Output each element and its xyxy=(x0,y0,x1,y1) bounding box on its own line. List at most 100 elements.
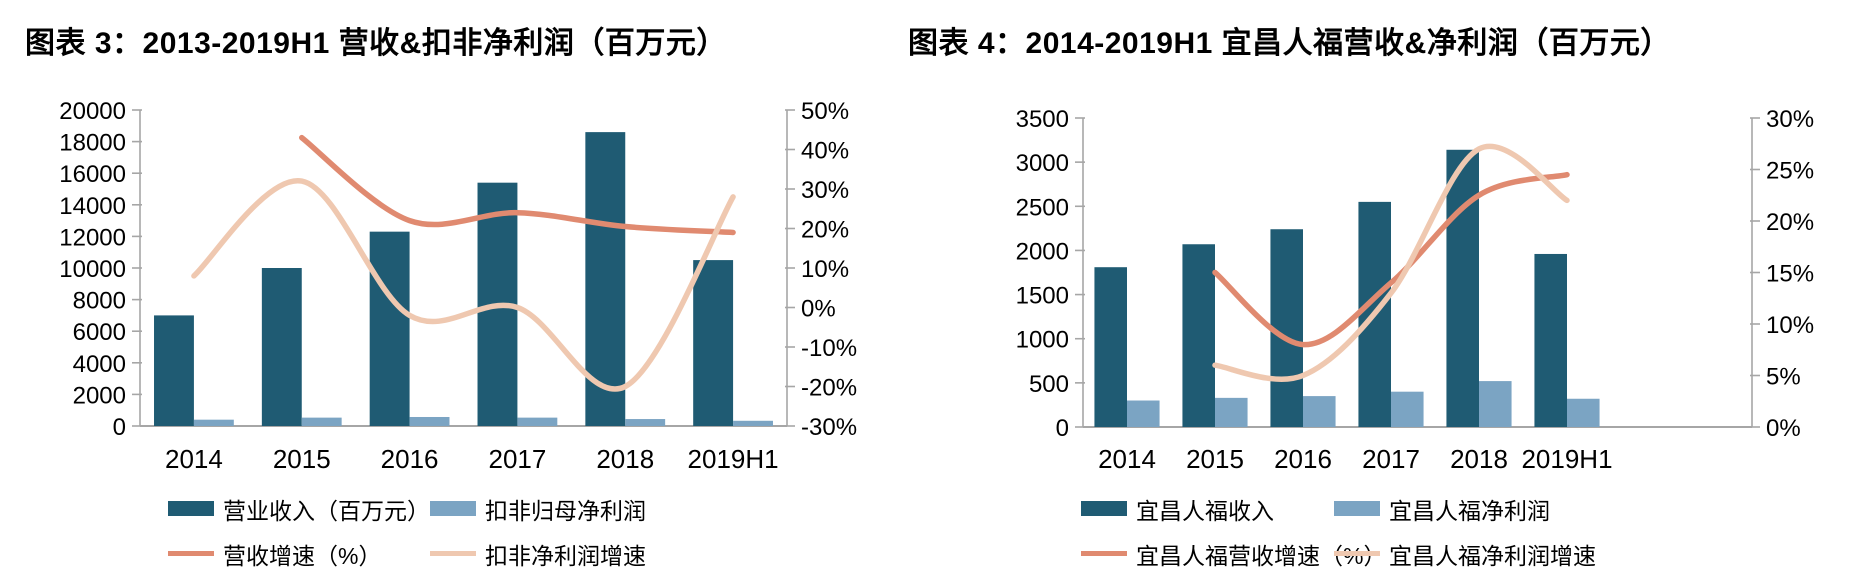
bar xyxy=(693,260,734,426)
right-axis-tick-label: 10% xyxy=(1766,312,1814,339)
right-axis-tick-label: 15% xyxy=(1766,261,1814,288)
right-axis-tick-label: 20% xyxy=(1766,209,1814,236)
category-label: 2016 xyxy=(1274,444,1332,474)
right-axis-tick-label: 30% xyxy=(1766,106,1814,133)
bar xyxy=(733,420,773,426)
line-swatch xyxy=(168,551,214,556)
category-label: 2018 xyxy=(596,444,654,474)
left-axis-tick-label: 10000 xyxy=(59,256,126,283)
right-axis-tick-label: -20% xyxy=(801,375,857,402)
line-series-1 xyxy=(1212,143,1570,382)
right-axis-tick-label: 10% xyxy=(801,256,849,283)
legend-label: 扣非净利润增速 xyxy=(485,542,646,569)
chart3-legend: 营业收入（百万元） 扣非归母净利润 营收增速（%） 扣非净利润增速 xyxy=(168,486,646,576)
axes: 0 500 1000 1500 2000 2500 3000 3500 0% 5% 10% 15% 20… xyxy=(1016,106,1814,474)
bar-swatch xyxy=(1081,501,1127,516)
chart4-title: 图表 4：2014-2019H1 宜昌人福营收&净利润（百万元） xyxy=(908,27,1671,60)
chart3-combo-chart: 0 2000 4000 6000 8000 10000 12000 14000 16000 180… xyxy=(59,98,857,474)
left-axis-tick-label: 1000 xyxy=(1016,327,1069,354)
legend-item-profit: 宜昌人福净利润 xyxy=(1334,486,1596,531)
left-axis-tick-label: 1500 xyxy=(1016,283,1069,310)
line-swatch xyxy=(430,551,476,556)
left-axis-tick-label: 8000 xyxy=(73,288,126,315)
bar xyxy=(625,419,666,426)
line-series-0 xyxy=(299,134,736,236)
left-axis-tick-label: 16000 xyxy=(59,161,126,188)
left-axis-tick-label: 3500 xyxy=(1016,106,1069,133)
legend-label: 营收增速（%） xyxy=(223,542,382,569)
right-axis-tick-label: 0% xyxy=(801,296,836,323)
bar xyxy=(261,268,302,426)
chart3-title: 图表 3：2013-2019H1 营收&扣非净利润（百万元） xyxy=(25,27,727,60)
bar-swatch xyxy=(430,501,476,516)
legend-label: 营业收入（百万元） xyxy=(223,497,430,524)
bar xyxy=(1479,381,1512,427)
legend-item-revenue-growth: 宜昌人福营收增速（%） xyxy=(1081,531,1386,576)
category-label: 2014 xyxy=(165,444,223,474)
category-label: 2015 xyxy=(1186,444,1244,474)
bar-series-1 xyxy=(1127,381,1600,427)
category-label: 2017 xyxy=(1362,444,1420,474)
bar-series-1 xyxy=(193,416,773,426)
left-axis-tick-label: 14000 xyxy=(59,193,126,220)
bar xyxy=(517,417,558,426)
category-label: 2015 xyxy=(273,444,331,474)
left-axis-tick-label: 6000 xyxy=(73,319,126,346)
right-axis-tick-label: 20% xyxy=(801,217,849,244)
bar xyxy=(1391,391,1424,427)
bar xyxy=(1303,396,1336,427)
legend-item-revenue: 营业收入（百万元） xyxy=(168,486,430,531)
legend-item-profit-growth: 扣非净利润增速 xyxy=(430,531,646,576)
right-axis-tick-label: -10% xyxy=(801,335,857,362)
bar xyxy=(1215,397,1248,427)
right-axis-tick-label: 5% xyxy=(1766,364,1801,391)
category-label: 2019H1 xyxy=(688,444,779,474)
bar xyxy=(1127,400,1160,427)
right-axis-tick-label: 0% xyxy=(1766,415,1801,442)
category-label: 2017 xyxy=(488,444,546,474)
line-series-0 xyxy=(1212,171,1570,348)
bar xyxy=(1182,244,1215,427)
bar xyxy=(301,417,342,426)
bar xyxy=(193,419,234,426)
legend-item-revenue-growth: 营收增速（%） xyxy=(168,531,430,576)
left-axis-tick-label: 0 xyxy=(1056,415,1069,442)
legend-label: 宜昌人福净利润 xyxy=(1389,497,1550,524)
left-axis-tick-label: 20000 xyxy=(59,98,126,125)
bar-series-0 xyxy=(154,132,734,426)
left-axis-tick-label: 0 xyxy=(113,414,126,441)
right-axis-tick-label: -30% xyxy=(801,414,857,441)
left-axis-tick-label: 2000 xyxy=(73,382,126,409)
line-swatch xyxy=(1081,551,1127,556)
right-axis-tick-label: 30% xyxy=(801,177,849,204)
line-series-1 xyxy=(191,178,736,392)
left-axis-tick-label: 12000 xyxy=(59,224,126,251)
right-axis-tick-label: 50% xyxy=(801,98,849,125)
bar xyxy=(1534,253,1567,427)
bar xyxy=(154,315,194,426)
legend-label: 宜昌人福收入 xyxy=(1136,497,1274,524)
left-axis-tick-label: 3000 xyxy=(1016,150,1069,177)
bar xyxy=(409,416,450,426)
legend-item-revenue: 宜昌人福收入 xyxy=(1081,486,1334,531)
category-label: 2016 xyxy=(381,444,439,474)
left-axis-tick-label: 500 xyxy=(1029,371,1069,398)
legend-item-profit-growth: 宜昌人福净利润增速 xyxy=(1334,531,1596,576)
legend-item-profit: 扣非归母净利润 xyxy=(430,486,646,531)
bar xyxy=(1094,267,1127,427)
right-axis-tick-label: 25% xyxy=(1766,158,1814,185)
left-axis-tick-label: 2500 xyxy=(1016,194,1069,221)
category-label: 2019H1 xyxy=(1521,444,1612,474)
category-label: 2018 xyxy=(1450,444,1508,474)
bar xyxy=(1270,229,1303,427)
axes: 0 2000 4000 6000 8000 10000 12000 14000 16000 180… xyxy=(59,98,857,474)
chart4-legend: 宜昌人福收入 宜昌人福净利润 宜昌人福营收增速（%） 宜昌人福净利润增速 xyxy=(1081,486,1596,576)
bar-series-0 xyxy=(1094,149,1567,427)
left-axis-tick-label: 18000 xyxy=(59,130,126,157)
line-swatch xyxy=(1334,551,1380,556)
bar-swatch xyxy=(168,501,214,516)
bar-swatch xyxy=(1334,501,1380,516)
left-axis-tick-label: 2000 xyxy=(1016,238,1069,265)
chart4-combo-chart: 0 500 1000 1500 2000 2500 3000 3500 0% 5% 10% 15% 20… xyxy=(1016,106,1814,474)
